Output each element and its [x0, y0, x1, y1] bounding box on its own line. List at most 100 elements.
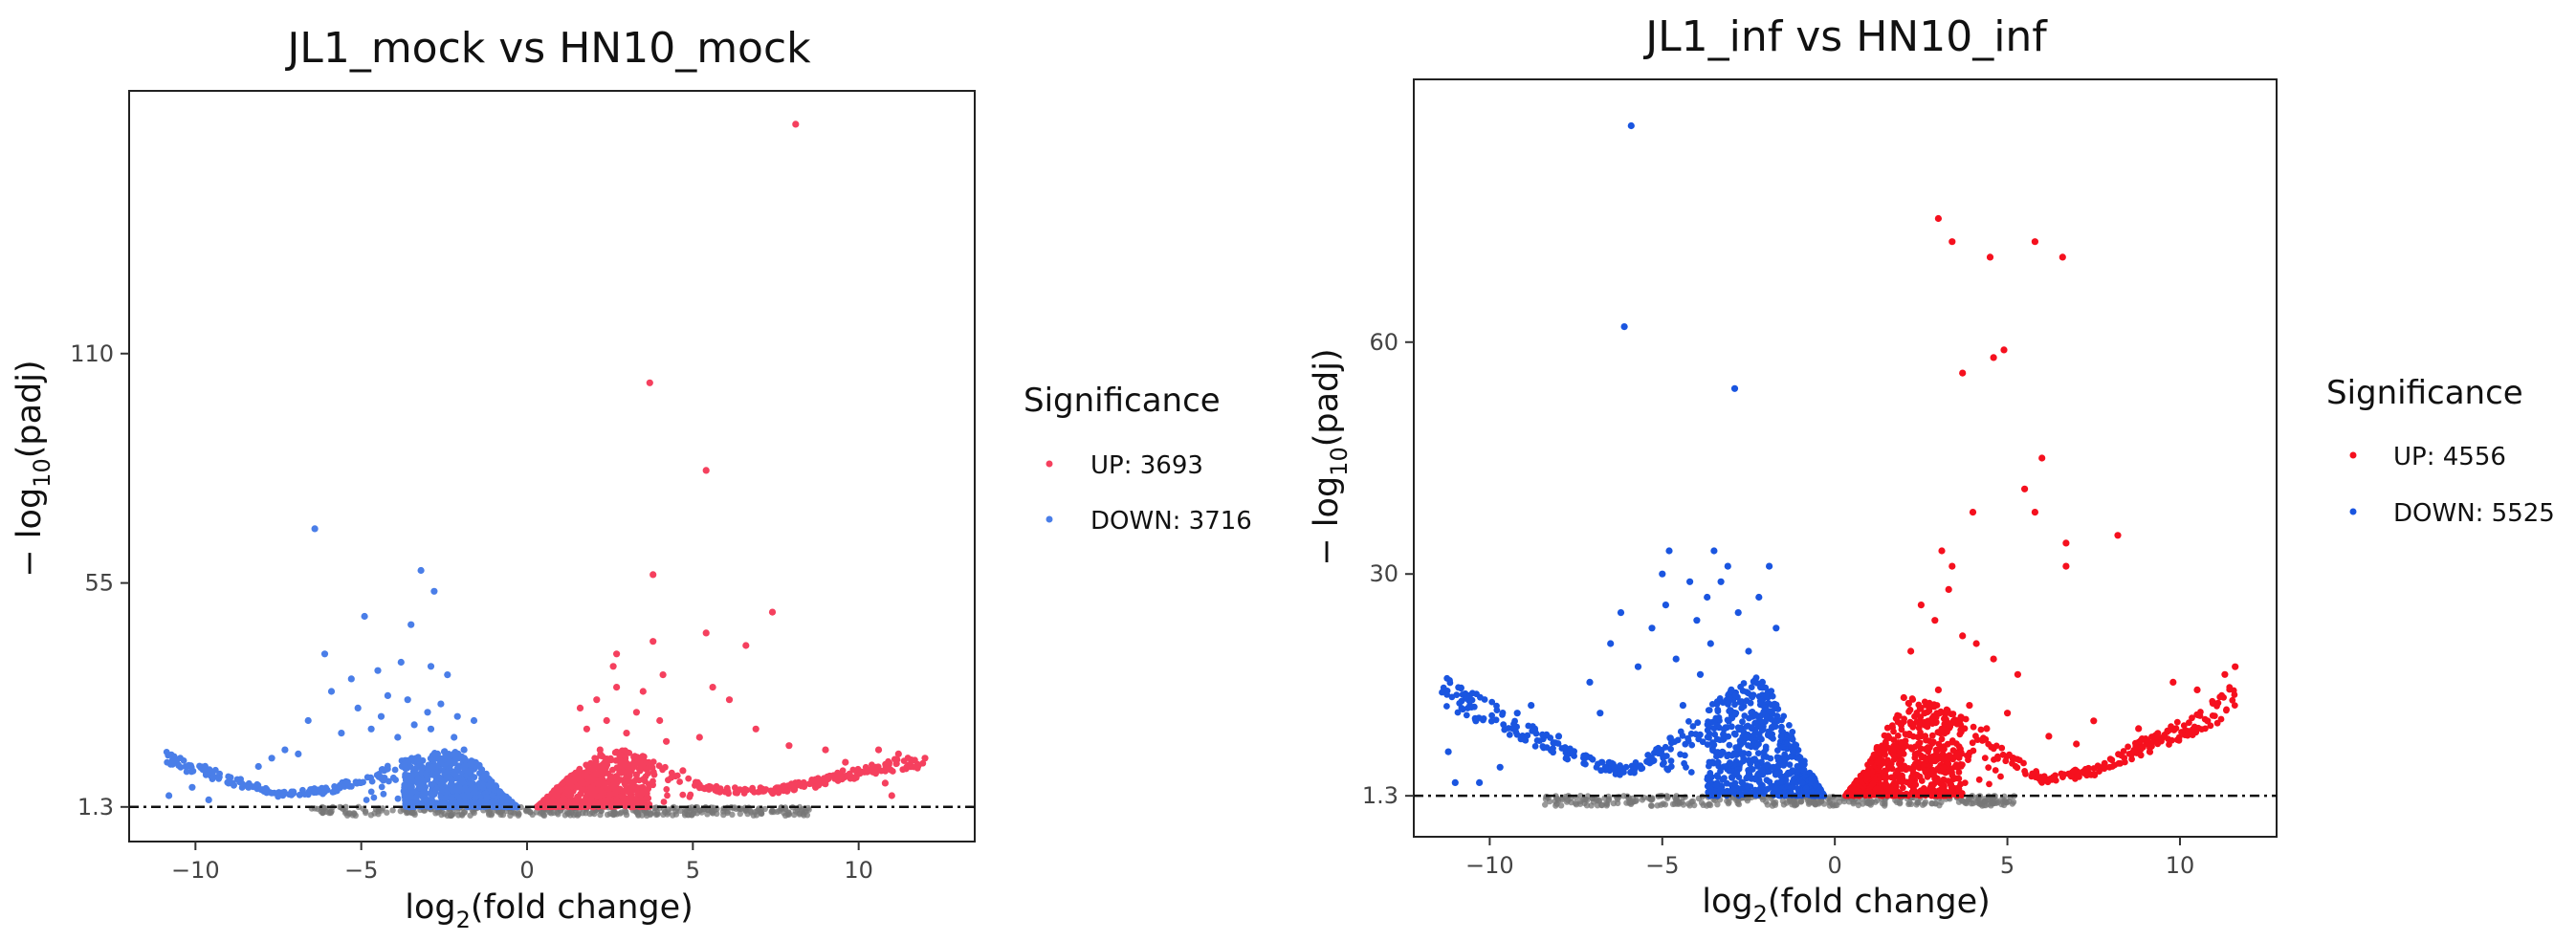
ns-point [792, 808, 799, 815]
ns-point [1572, 799, 1579, 806]
up-point [2021, 768, 2029, 775]
ns-point [1893, 799, 1901, 805]
down-point [1754, 723, 1762, 731]
down-outlier-point [1607, 640, 1615, 647]
up-point [1928, 732, 1936, 739]
up-point [2012, 762, 2019, 770]
down-outlier-point [1627, 121, 1635, 130]
up-outlier-point [2038, 454, 2046, 462]
down-point [1763, 691, 1770, 699]
down-point [1677, 728, 1684, 735]
up-point [2190, 726, 2197, 733]
down-point [1772, 723, 1779, 731]
ns-point [654, 809, 661, 817]
up-point [626, 772, 633, 779]
down-point [358, 779, 364, 786]
up-point [1894, 733, 1902, 739]
down-point [1539, 731, 1546, 738]
down-point [1506, 732, 1513, 738]
up-point [1878, 788, 1885, 796]
ns-point [362, 808, 369, 815]
up-point [2223, 706, 2231, 713]
down-point [1531, 743, 1539, 750]
up-point [606, 791, 614, 798]
up-point [1905, 708, 1912, 715]
down-point [480, 773, 488, 780]
up-outlier-point [874, 746, 883, 754]
down-point [444, 768, 451, 775]
down-outlier-point [404, 696, 411, 704]
up-point [2081, 765, 2089, 773]
up-point [2217, 715, 2225, 723]
up-point [596, 777, 604, 785]
down-point [1743, 723, 1750, 730]
down-point [1443, 703, 1450, 710]
up-point [2214, 699, 2222, 707]
up-point [2002, 757, 2010, 765]
down-point [1789, 735, 1796, 743]
ns-point [455, 812, 462, 819]
down-point [1801, 757, 1808, 765]
down-point [1763, 714, 1771, 722]
up-outlier-point [2062, 562, 2070, 570]
up-point [645, 770, 651, 777]
ns-point [389, 807, 396, 814]
down-point [1589, 755, 1596, 763]
down-point [1748, 743, 1755, 751]
up-point [807, 779, 815, 787]
ns-point [1698, 799, 1706, 806]
chart-1-legend-up-swatch [1046, 460, 1053, 468]
down-point [1643, 758, 1651, 765]
down-outlier-point [165, 792, 173, 799]
down-outlier-point [311, 525, 319, 533]
down-point [449, 795, 455, 802]
up-point [597, 787, 605, 795]
down-point [394, 795, 402, 802]
down-point [407, 773, 414, 780]
down-point [1780, 761, 1788, 769]
down-point [1458, 697, 1465, 705]
up-outlier-point [1990, 354, 1997, 361]
down-point [1687, 769, 1695, 776]
down-point [429, 756, 436, 764]
up-point [2014, 755, 2021, 763]
down-point [1731, 779, 1739, 787]
down-outlier-point [1772, 624, 1780, 632]
ns-point [1663, 793, 1670, 799]
ns-point [1834, 801, 1840, 809]
up-outlier-point [632, 709, 641, 716]
up-point [612, 756, 620, 764]
down-point [1763, 786, 1770, 794]
chart-2-x-axis-title: log2(fold change) [1702, 883, 1991, 928]
up-point [1981, 755, 1989, 761]
up-point [2052, 772, 2059, 779]
down-point [483, 794, 491, 800]
up-point [865, 766, 872, 774]
up-point [1998, 744, 2006, 752]
up-point [1909, 733, 1917, 740]
down-point [1783, 772, 1790, 779]
ns-point [709, 809, 716, 816]
down-outlier-point [1513, 710, 1521, 717]
up-outlier-point [695, 733, 703, 741]
up-point [604, 761, 611, 769]
up-point [663, 786, 671, 793]
up-point [1908, 774, 1915, 780]
down-outlier-point [427, 725, 435, 733]
down-point [1704, 741, 1711, 748]
down-outlier-point [1444, 748, 1452, 755]
ns-point [1794, 800, 1800, 807]
up-point [1901, 715, 1907, 723]
down-point [1803, 784, 1810, 792]
up-point [1954, 717, 1962, 724]
down-outlier-point [1496, 763, 1504, 771]
down-point [1757, 684, 1764, 691]
down-point [1773, 712, 1781, 719]
up-outlier-point [894, 750, 902, 758]
down-outlier-point [470, 716, 478, 725]
ns-point [367, 812, 375, 819]
down-point [1748, 789, 1754, 797]
down-point [1763, 754, 1771, 760]
down-point [409, 787, 417, 795]
down-point [378, 783, 385, 791]
